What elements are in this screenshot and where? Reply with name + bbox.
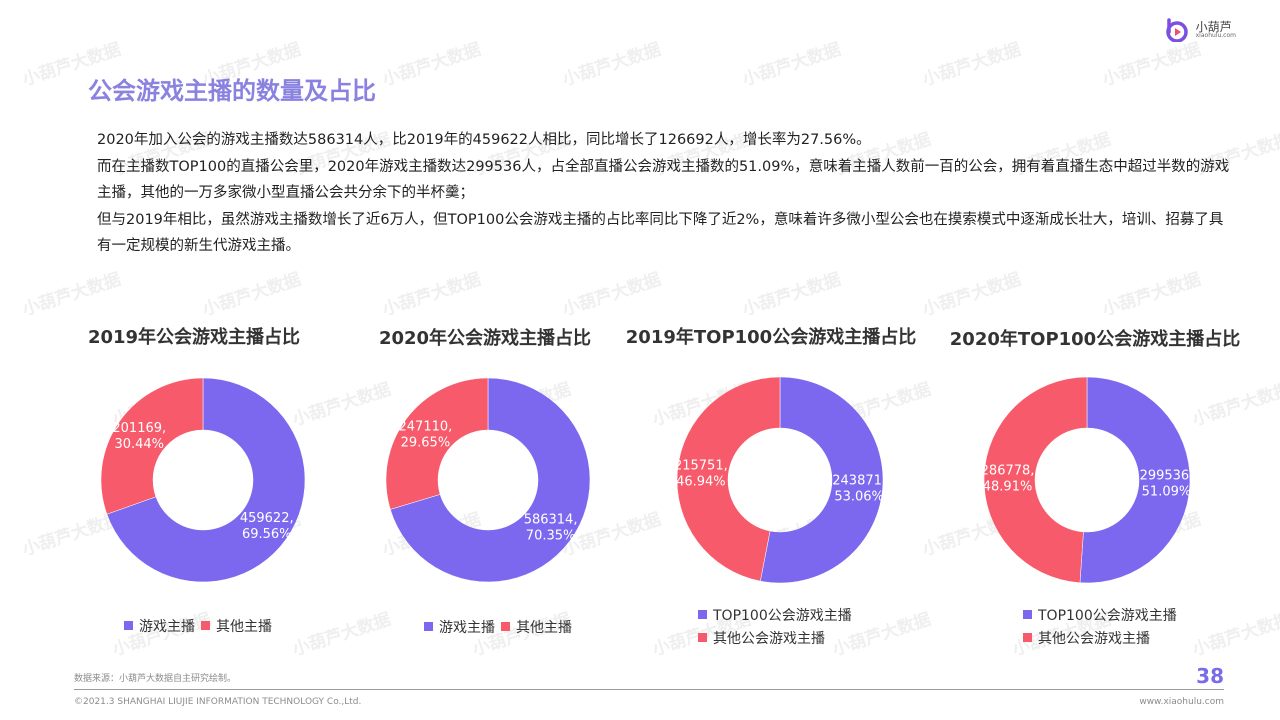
footer-divider: [74, 689, 1224, 690]
legend-item-other-guild[interactable]: 其他公会游戏主播: [1038, 630, 1150, 647]
legend-item-other-streamer[interactable]: 其他主播: [216, 618, 272, 635]
chart-4-title: 2020年TOP100公会游戏主播占比: [949, 329, 1241, 350]
footer-url: www.xiaohulu.com: [1139, 697, 1224, 707]
legend-item-game-streamer[interactable]: 游戏主播: [139, 618, 195, 635]
data-source-note: 数据来源：小葫芦大数据自主研究绘制。: [74, 674, 237, 684]
chart-1-slice-2-label: 201169, 30.44%: [112, 421, 166, 452]
paragraph-3: 但与2019年相比，虽然游戏主播数增长了近6万人，但TOP100公会游戏主播的占…: [97, 211, 1224, 255]
brand-logo: 小葫芦 xiaohulu.com: [1164, 18, 1236, 42]
legend-item-top100[interactable]: TOP100公会游戏主播: [713, 607, 852, 624]
page-number: 38: [1196, 664, 1224, 688]
legend-swatch-top100: [1023, 610, 1032, 619]
chart-2-legend: 游戏主播 其他主播: [424, 615, 572, 638]
brand-domain: xiaohulu.com: [1195, 32, 1236, 40]
page-title: 公会游戏主播的数量及占比: [88, 77, 376, 105]
legend-swatch-game-streamer: [424, 622, 433, 631]
chart-4-slice-2-label: 286778, 48.91%: [981, 463, 1035, 494]
chart-4-legend: TOP100公会游戏主播 其他公会游戏主播: [1023, 603, 1177, 649]
chart-2-slice-2-label: 247110, 29.65%: [399, 419, 453, 450]
legend-swatch-top100: [698, 610, 707, 619]
chart-3-legend: TOP100公会游戏主播 其他公会游戏主播: [698, 603, 852, 649]
legend-swatch-other-guild: [698, 633, 707, 642]
chart-2-slice-1-label: 586314, 70.35%: [524, 513, 578, 544]
brand-name: 小葫芦: [1195, 19, 1232, 34]
legend-item-top100[interactable]: TOP100公会游戏主播: [1038, 607, 1177, 624]
chart-1-legend: 游戏主播 其他主播: [124, 614, 272, 637]
legend-swatch-other-streamer: [501, 622, 510, 631]
chart-2-slice-1[interactable]: [390, 377, 591, 583]
chart-1-title: 2019年公会游戏主播占比: [87, 327, 301, 348]
chart-1-slice-2[interactable]: [100, 377, 204, 515]
chart-1-slice-1[interactable]: [106, 377, 306, 583]
legend-swatch-game-streamer: [124, 621, 133, 630]
legend-item-other-guild[interactable]: 其他公会游戏主播: [713, 630, 825, 647]
chart-3-slice-1-label: 243871, 53.06%: [832, 474, 886, 505]
chart-2-title: 2020年公会游戏主播占比: [378, 328, 592, 349]
chart-4-slice-2[interactable]: [983, 376, 1088, 584]
chart-2-slice-2[interactable]: [385, 377, 489, 510]
legend-item-game-streamer[interactable]: 游戏主播: [439, 619, 495, 636]
chart-3-slice-2[interactable]: [676, 376, 781, 582]
copyright: ©2021.3 SHANGHAI LIUJIE INFORMATION TECH…: [74, 697, 362, 707]
chart-3-slice-2-label: 215751, 46.94%: [674, 458, 728, 489]
legend-item-other-streamer[interactable]: 其他主播: [516, 619, 572, 636]
chart-4-slice-1-label: 299536, 51.09%: [1140, 469, 1194, 500]
paragraph-2: 而在主播数TOP100的直播公会里，2020年游戏主播数达299536人，占全部…: [97, 158, 1230, 202]
paragraph-1: 2020年加入公会的游戏主播数达586314人，比2019年的459622人相比…: [97, 132, 871, 148]
legend-swatch-other-streamer: [201, 621, 210, 630]
gourd-logo-icon: [1165, 18, 1188, 42]
chart-3-title: 2019年TOP100公会游戏主播占比: [625, 327, 917, 348]
summary-text: 2020年加入公会的游戏主播数达586314人，比2019年的459622人相比…: [97, 127, 1237, 260]
chart-1-slice-1-label: 459622, 69.56%: [240, 511, 294, 542]
legend-swatch-other-guild: [1023, 633, 1032, 642]
